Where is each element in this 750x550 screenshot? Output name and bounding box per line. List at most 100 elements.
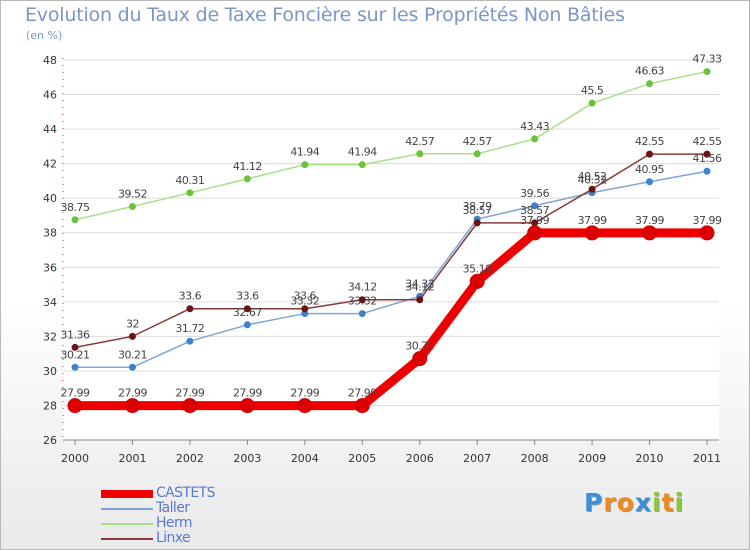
data-point-taller xyxy=(301,310,309,318)
data-point-herm xyxy=(243,175,251,183)
y-tick-label: 46 xyxy=(43,89,57,102)
data-point-linxe xyxy=(128,332,136,340)
legend-swatch xyxy=(101,538,153,540)
data-label: 40.95 xyxy=(635,163,664,176)
data-label: 47.33 xyxy=(693,53,722,66)
data-point-linxe xyxy=(301,305,309,313)
x-tick-label: 2007 xyxy=(463,452,491,465)
x-tick-label: 2004 xyxy=(291,452,319,465)
data-label: 42.55 xyxy=(635,135,664,148)
legend-label: Taller xyxy=(156,500,190,516)
series-line-taller xyxy=(74,170,708,369)
data-point-taller xyxy=(71,363,79,371)
data-point-linxe xyxy=(473,219,481,227)
data-label: 40.32 xyxy=(578,174,607,187)
data-label: 30.21 xyxy=(118,348,147,361)
data-label: 27.99 xyxy=(118,387,147,400)
x-tick-label: 2001 xyxy=(118,452,146,465)
data-label: 41.94 xyxy=(348,146,377,159)
series-line-linxe xyxy=(74,153,708,349)
data-point-linxe xyxy=(416,296,424,304)
data-label: 42.57 xyxy=(463,135,492,148)
x-tick-label: 2011 xyxy=(693,452,721,465)
data-label: 27.99 xyxy=(348,387,377,400)
data-label: 37.99 xyxy=(635,214,664,227)
data-point-linxe xyxy=(646,150,654,158)
x-tick-label: 2010 xyxy=(636,452,664,465)
data-point-castets xyxy=(67,398,83,414)
data-label: 46.63 xyxy=(635,65,664,78)
data-label: 34.12 xyxy=(405,281,434,294)
data-label: 31.72 xyxy=(175,322,204,335)
data-label: 40.31 xyxy=(175,174,204,187)
logo-letter: r xyxy=(603,488,617,517)
y-tick-label: 34 xyxy=(43,296,57,309)
series-line-herm xyxy=(74,70,708,221)
data-label: 37.99 xyxy=(578,214,607,227)
data-label: 33.6 xyxy=(179,290,202,303)
logo-letter: i xyxy=(674,488,685,517)
data-point-castets xyxy=(699,225,715,241)
data-point-castets xyxy=(354,398,370,414)
data-point-herm xyxy=(588,99,596,107)
y-tick-label: 26 xyxy=(43,434,57,447)
data-point-linxe xyxy=(71,343,79,351)
series-line-castets xyxy=(70,228,712,411)
data-label: 38.57 xyxy=(520,204,549,217)
logo-letter: o xyxy=(616,488,635,517)
x-tick-label: 2002 xyxy=(176,452,204,465)
data-label: 34.12 xyxy=(348,281,377,294)
data-point-herm xyxy=(473,150,481,158)
legend-label: Herm xyxy=(156,515,192,531)
x-tick-label: 2005 xyxy=(348,452,376,465)
data-point-herm xyxy=(128,202,136,210)
data-point-taller xyxy=(358,310,366,318)
legend-label: Linxe xyxy=(156,530,191,546)
data-label: 42.55 xyxy=(693,135,722,148)
y-tick-label: 42 xyxy=(43,158,57,171)
data-label: 30.71 xyxy=(405,340,434,353)
data-label: 34.32 xyxy=(405,277,434,290)
data-point-linxe xyxy=(588,185,596,193)
data-label: 27.99 xyxy=(290,387,319,400)
x-tick-label: 2000 xyxy=(61,452,89,465)
y-tick-label: 40 xyxy=(43,192,57,205)
data-label: 33.32 xyxy=(348,295,377,308)
x-tick-label: 2006 xyxy=(406,452,434,465)
x-tick-label: 2009 xyxy=(578,452,606,465)
data-point-castets xyxy=(642,225,658,241)
data-point-linxe xyxy=(531,219,539,227)
logo-letter: P xyxy=(584,488,604,517)
proxiti-logo: Proxiti xyxy=(584,488,684,517)
data-point-linxe xyxy=(186,305,194,313)
data-point-taller xyxy=(186,337,194,345)
data-point-herm xyxy=(416,150,424,158)
y-tick-label: 28 xyxy=(43,399,57,412)
legend-swatch xyxy=(101,508,153,510)
logo-letter: i xyxy=(652,488,662,517)
data-label: 32 xyxy=(126,317,139,330)
x-tick-label: 2008 xyxy=(521,452,549,465)
data-label: 41.12 xyxy=(233,160,262,173)
data-label: 45.5 xyxy=(581,84,604,97)
data-point-herm xyxy=(358,161,366,169)
data-point-linxe xyxy=(243,305,251,313)
data-label: 33.6 xyxy=(294,290,317,303)
data-label: 37.99 xyxy=(520,214,549,227)
data-label: 33.6 xyxy=(236,290,259,303)
logo-letter: t xyxy=(661,488,675,517)
logo-letter: x xyxy=(634,488,652,517)
data-point-castets xyxy=(182,398,198,414)
data-point-herm xyxy=(646,80,654,88)
data-label: 33.32 xyxy=(290,295,319,308)
data-label: 43.43 xyxy=(520,120,549,133)
data-label: 27.99 xyxy=(233,387,262,400)
data-label: 35.18 xyxy=(463,262,492,275)
data-label: 39.52 xyxy=(118,187,147,200)
data-point-taller xyxy=(128,363,136,371)
data-label: 41.94 xyxy=(290,146,319,159)
data-point-taller xyxy=(646,178,654,186)
data-label: 30.21 xyxy=(61,348,90,361)
